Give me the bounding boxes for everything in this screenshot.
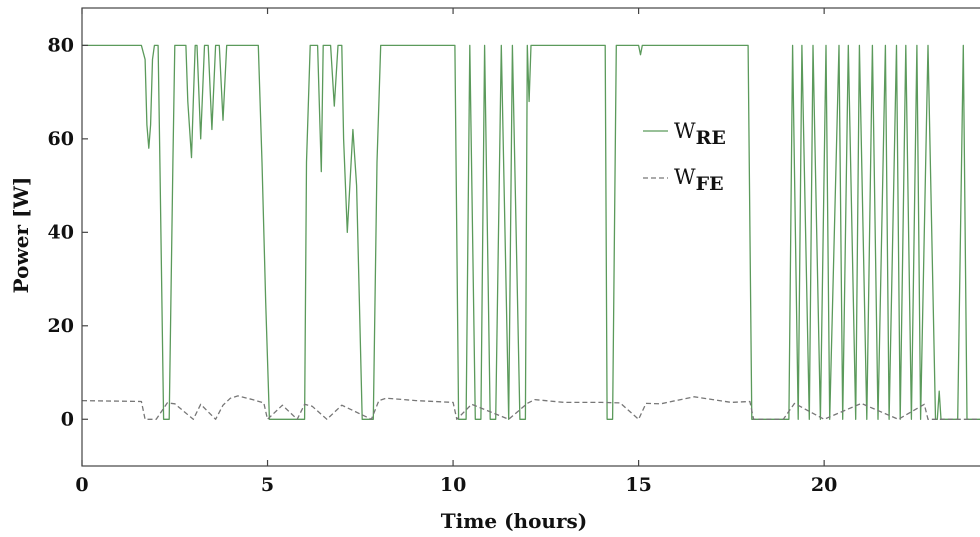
legend-label-wfe-sub: FE — [696, 173, 724, 195]
legend: WRE WFE — [643, 119, 726, 195]
ticks-layer: 0 5 10 15 20 0 20 40 60 80 — [48, 8, 837, 496]
legend-label-wre: WRE — [674, 119, 726, 149]
legend-label-wre-sub: RE — [696, 127, 726, 149]
y-axis-title: Power [W] — [9, 177, 33, 294]
y-tick-label: 20 — [48, 315, 74, 337]
x-axis-title: Time (hours) — [441, 509, 587, 533]
x-tick-label: 10 — [440, 474, 466, 496]
legend-label-wre-main: W — [674, 119, 696, 143]
legend-label-wfe: WFE — [674, 165, 724, 195]
y-tick-label: 60 — [48, 128, 74, 150]
y-tick-label: 40 — [48, 221, 74, 243]
legend-label-wfe-main: W — [674, 165, 696, 189]
x-tick-label: 20 — [811, 474, 837, 496]
x-tick-label: 0 — [75, 474, 88, 496]
plot-area: 0 5 10 15 20 0 20 40 60 80 — [48, 7, 980, 496]
series-layer — [81, 44, 980, 420]
plot-frame — [81, 7, 980, 467]
y-tick-label: 0 — [61, 408, 74, 430]
series-line-wfe — [81, 395, 980, 420]
y-tick-label: 80 — [48, 34, 74, 56]
x-tick-label: 15 — [625, 474, 651, 496]
x-tick-label: 5 — [261, 474, 274, 496]
series-line-wre — [82, 44, 980, 420]
